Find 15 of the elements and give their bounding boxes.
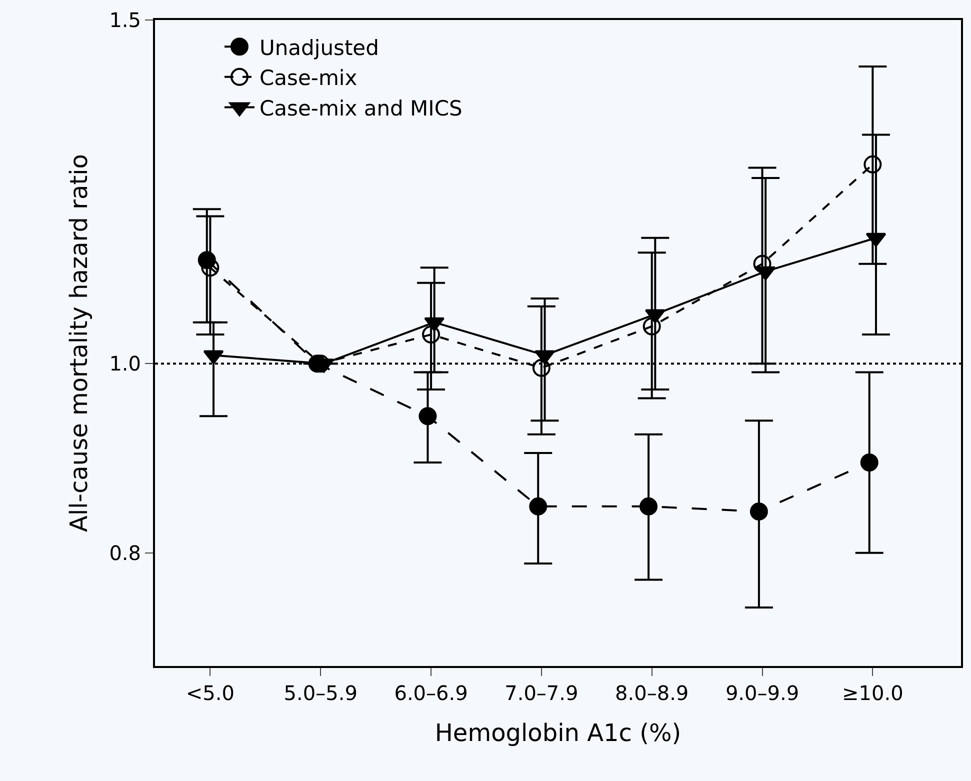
- legend-label: Case-mix and MICS: [259, 96, 462, 120]
- x-tick-label: 5.0–5.9: [284, 681, 358, 705]
- x-tick-label: 6.0–6.9: [394, 681, 468, 705]
- y-tick-label: 0.8: [109, 540, 141, 565]
- x-axis-title: Hemoglobin A1c (%): [434, 718, 682, 747]
- y-tick-label: 1.0: [109, 352, 141, 376]
- x-tick-label: 9.0–9.9: [725, 681, 800, 705]
- y-axis-title: All-cause mortality hazard ratio: [64, 154, 93, 532]
- legend-label: Unadjusted: [259, 36, 379, 60]
- legend-label: Case-mix: [259, 66, 358, 90]
- x-tick-label: 7.0–7.9: [504, 681, 578, 705]
- x-tick-label: <5.0: [186, 681, 234, 705]
- x-tick-label: ≥10.0: [842, 681, 904, 705]
- x-tick-label: 8.0–8.9: [615, 681, 689, 705]
- y-tick-label: 1.5: [109, 8, 141, 32]
